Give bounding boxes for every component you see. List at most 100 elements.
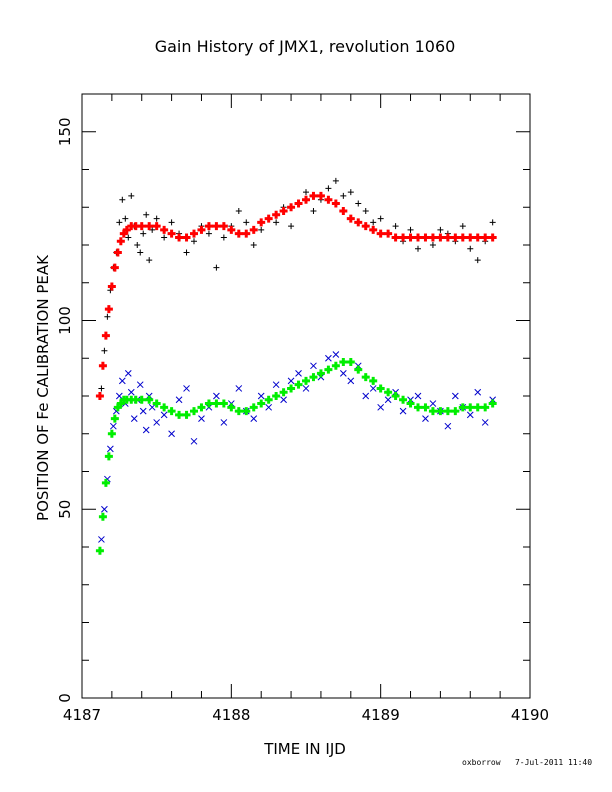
data-point — [310, 208, 317, 215]
data-point — [355, 200, 362, 207]
data-point — [310, 362, 317, 370]
data-point — [101, 505, 108, 513]
data-point — [153, 419, 161, 426]
data-point — [303, 189, 309, 196]
data-point — [219, 399, 228, 408]
data-point — [406, 233, 415, 242]
data-point — [422, 415, 429, 423]
axis-ticks — [81, 93, 531, 699]
x-tick-label: 4188 — [212, 706, 250, 724]
data-point — [139, 407, 147, 415]
data-point — [466, 403, 475, 412]
data-point — [167, 229, 176, 238]
data-point — [376, 384, 385, 393]
data-point — [414, 403, 422, 412]
data-point — [443, 233, 452, 242]
data-point — [391, 233, 400, 242]
data-point — [347, 189, 354, 196]
data-point — [101, 331, 110, 340]
data-point — [168, 219, 175, 226]
data-point — [272, 210, 281, 219]
data-point — [324, 195, 333, 204]
data-point — [294, 199, 303, 208]
data-point — [474, 257, 481, 264]
series-3 — [95, 358, 497, 555]
data-point — [191, 238, 197, 245]
data-point — [98, 536, 105, 543]
data-point — [257, 218, 266, 227]
data-point — [124, 369, 132, 377]
data-point — [421, 403, 430, 412]
data-point — [436, 233, 445, 242]
data-point — [213, 392, 220, 400]
data-point — [264, 214, 273, 223]
data-point — [101, 347, 108, 354]
data-point — [346, 214, 355, 223]
data-point — [369, 385, 377, 392]
data-point — [220, 419, 228, 426]
data-point — [183, 385, 190, 392]
data-point — [204, 399, 213, 408]
data-point — [219, 222, 228, 231]
data-point — [152, 399, 161, 408]
data-point — [116, 237, 125, 246]
data-point — [384, 388, 393, 397]
data-point — [489, 219, 496, 226]
data-point — [122, 215, 129, 222]
data-point — [168, 430, 175, 438]
data-point — [265, 403, 273, 411]
data-point — [161, 234, 168, 241]
data-point — [242, 407, 251, 416]
data-point — [250, 415, 258, 423]
data-point — [392, 223, 399, 230]
data-point — [213, 264, 220, 271]
x-tick-label: 4187 — [63, 706, 101, 724]
data-point — [137, 249, 144, 256]
data-point — [481, 403, 490, 412]
data-point — [325, 354, 332, 362]
data-point — [130, 415, 138, 423]
data-point — [190, 407, 198, 416]
data-point — [473, 403, 482, 412]
data-point — [182, 233, 191, 242]
chart-title: Gain History of JMX1, revolution 1060 — [155, 37, 456, 56]
data-point — [137, 395, 146, 404]
data-point — [324, 365, 333, 374]
data-point — [175, 396, 183, 404]
data-point — [384, 229, 393, 238]
data-point — [243, 219, 250, 226]
data-point — [235, 208, 242, 215]
x-tick-label: 4189 — [362, 706, 400, 724]
data-point — [136, 381, 144, 389]
data-point — [160, 411, 168, 419]
data-point — [205, 230, 212, 237]
data-point — [302, 385, 310, 392]
data-point — [347, 377, 355, 385]
y-tick-label: 0 — [56, 693, 74, 703]
data-point — [134, 242, 141, 248]
data-point — [316, 191, 325, 200]
data-point — [467, 245, 474, 252]
data-point — [459, 223, 466, 230]
axis-tick-labels: 4187 4188 4189 4190 0 50 100 150 — [56, 117, 549, 724]
data-point — [302, 376, 310, 385]
data-point — [369, 225, 378, 234]
data-point — [107, 282, 116, 291]
data-point — [107, 429, 116, 438]
data-point — [279, 388, 288, 397]
data-point — [280, 396, 287, 404]
data-point — [137, 222, 146, 231]
data-point — [190, 437, 198, 445]
data-point — [414, 392, 422, 400]
data-point — [340, 192, 347, 199]
data-point — [118, 377, 126, 385]
data-point — [122, 225, 131, 234]
data-point — [190, 229, 198, 238]
data-point — [104, 313, 111, 320]
data-point — [183, 249, 190, 256]
data-series — [95, 177, 497, 555]
data-point — [175, 410, 184, 419]
data-point — [198, 415, 205, 423]
data-point — [444, 422, 452, 430]
y-axis-label: POSITION OF Fe CALIBRATION PEAK — [34, 254, 52, 521]
